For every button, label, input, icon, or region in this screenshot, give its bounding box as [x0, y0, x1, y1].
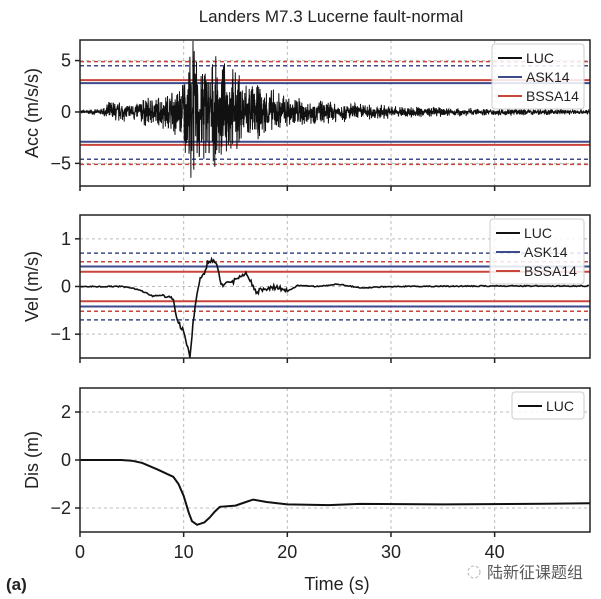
axes-frame	[79, 387, 591, 533]
legend-label-luc: LUC	[524, 225, 552, 241]
luc-acceleration-line	[80, 40, 590, 178]
legend: LUC	[511, 391, 585, 420]
legend-label-ask14: ASK14	[526, 69, 570, 85]
watermark-text: 陆新征课题组	[487, 564, 583, 582]
plot-area	[80, 459, 590, 526]
y-axis-label: Vel (m/s)	[22, 251, 42, 322]
legend-label-bssa14: BSSA14	[526, 88, 579, 104]
y-tick-label: −2	[50, 498, 71, 518]
legend: LUC ASK14 BSSA14	[489, 218, 585, 285]
y-tick-label: 0	[61, 102, 71, 122]
x-axis-label: Time (s)	[304, 574, 369, 594]
legend-label-bssa14: BSSA14	[524, 263, 577, 279]
x-tick-label: 0	[75, 542, 85, 562]
y-tick-label: −1	[50, 324, 71, 344]
velocity-panel: 1 0 −1 Vel (m/s) LUC ASK14 BSSA14	[22, 214, 591, 363]
legend-box	[511, 391, 585, 420]
y-axis-label: Acc (m/s/s)	[22, 68, 42, 158]
y-tick-label: 5	[61, 51, 71, 71]
luc-velocity-line	[80, 256, 590, 358]
acceleration-panel: 5 0 −5 Acc (m/s/s) LUC ASK14 BSSA14	[22, 39, 591, 191]
y-tick-label: 0	[61, 277, 71, 297]
axes-frame	[79, 214, 591, 359]
wechat-icon	[467, 565, 481, 579]
legend-label-luc: LUC	[546, 398, 574, 414]
legend-box	[489, 218, 585, 285]
legend-label-luc: LUC	[526, 50, 554, 66]
panel-label: (a)	[6, 575, 27, 594]
x-tick-label: 30	[381, 542, 401, 562]
y-tick-label: 1	[61, 229, 71, 249]
x-tick-label: 40	[485, 542, 505, 562]
axes-frame	[79, 39, 591, 187]
y-tick-label: 2	[61, 402, 71, 422]
watermark: 陆新征课题组	[467, 564, 583, 582]
luc-displacement-line	[80, 459, 590, 526]
legend: LUC ASK14 BSSA14	[491, 43, 585, 110]
x-tick-label: 20	[277, 542, 297, 562]
y-axis-label: Dis (m)	[22, 431, 42, 489]
legend-box	[491, 43, 585, 110]
y-tick-label: −5	[50, 153, 71, 173]
chart-title: Landers M7.3 Lucerne fault-normal	[199, 7, 464, 26]
y-tick-label: 0	[61, 450, 71, 470]
x-tick-label: 10	[174, 542, 194, 562]
legend-label-ask14: ASK14	[524, 244, 568, 260]
